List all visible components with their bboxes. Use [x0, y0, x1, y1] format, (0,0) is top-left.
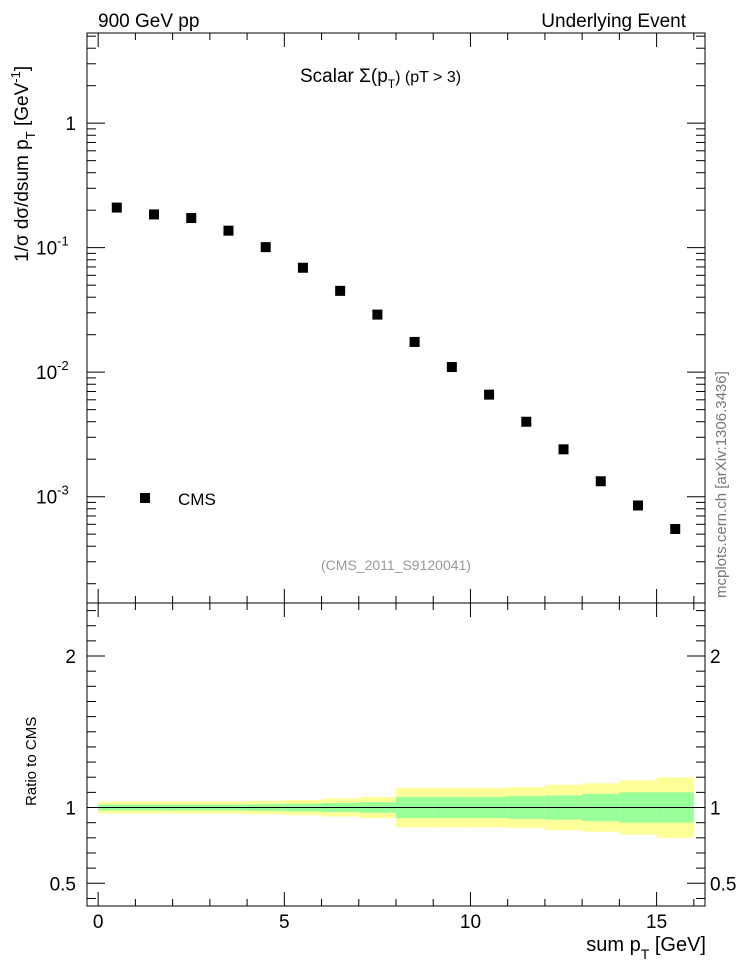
y-tick-label-base: 10	[36, 488, 57, 509]
x-axis-label-unit: [GeV]	[649, 934, 706, 956]
ratio-y-tick-labels-left: 0.5 1 2	[50, 647, 76, 895]
y-tick-label-exp: -1	[57, 234, 69, 249]
legend-label-cms: CMS	[178, 490, 216, 509]
y-axis-label-sub: T	[23, 131, 38, 139]
data-points	[111, 202, 681, 535]
upper-panel-frame	[86, 32, 706, 604]
data-point	[260, 242, 271, 253]
data-point	[632, 500, 643, 511]
data-point	[484, 389, 495, 400]
chart-title: Scalar Σ(pT) (pT > 3)	[300, 66, 461, 91]
x-tick-label: 15	[646, 912, 667, 933]
y-tick-label-base: 10	[36, 363, 57, 384]
ratio-y-tick-label: 0.5	[50, 874, 76, 895]
ratio-panel-frame	[86, 602, 706, 907]
chart-title-sub: T	[388, 77, 396, 91]
ratio-y-tick-label: 2	[65, 647, 76, 668]
y-tick-label-exp: -2	[57, 358, 69, 373]
ratio-y-tick-label-right: 2	[710, 647, 721, 668]
header-right-label: Underlying Event	[541, 11, 686, 32]
x-tick-labels: 0 5 10 15	[93, 912, 667, 933]
x-tick-label: 10	[460, 912, 481, 933]
data-point	[670, 524, 681, 535]
data-point	[595, 476, 606, 487]
data-point	[372, 309, 383, 320]
ratio-panel: 0.5 1 2 0.5 1 2 0 5 10 15 Ratio to CMS sum pT […	[23, 602, 736, 962]
data-point	[409, 336, 420, 347]
y-tick-label: 10-2	[36, 358, 69, 384]
ratio-y-tick-label: 1	[65, 799, 76, 820]
analysis-annotation: (CMS_2011_S9120041)	[321, 557, 471, 573]
upper-axis-ticks	[87, 33, 705, 603]
ratio-y-tick-labels-right: 0.5 1 2	[710, 647, 736, 895]
data-point	[446, 362, 457, 373]
chart-title-sigma: Σ(p	[359, 66, 388, 87]
data-point	[335, 285, 346, 296]
chart-title-pre: Scalar	[300, 66, 359, 87]
upper-y-tick-labels: 110-110-210-3	[36, 114, 76, 509]
data-point	[149, 209, 160, 220]
data-point	[521, 416, 532, 427]
legend-marker-cms	[140, 493, 150, 503]
y-axis-label-unit: [GeV	[12, 82, 33, 131]
ratio-y-axis-label: Ratio to CMS	[23, 717, 40, 806]
ratio-axis-ticks	[87, 603, 705, 906]
data-point	[297, 262, 308, 273]
legend: CMS	[140, 490, 216, 509]
y-axis-label-sup: -1	[8, 71, 23, 83]
source-side-note: mcplots.cern.ch [arXiv:1306.3436]	[713, 371, 730, 598]
data-point	[186, 213, 197, 224]
y-tick-label-exp: -3	[57, 483, 69, 498]
y-tick-label: 10-1	[36, 234, 69, 260]
x-tick-label: 5	[279, 912, 290, 933]
x-axis-label-sub: T	[641, 946, 650, 962]
chart-title-post: ) (pT > 3)	[395, 69, 461, 86]
y-tick-label: 10-3	[36, 483, 69, 509]
y-axis-label-close: ]	[12, 66, 33, 71]
y-axis-label-main: 1/σ dσ/dsum p	[12, 139, 33, 262]
data-point	[111, 202, 122, 213]
data-point	[223, 225, 234, 236]
upper-panel: 110-110-210-3 Scalar Σ(pT) (pT > 3) 1/σ …	[8, 32, 706, 604]
data-point	[558, 444, 569, 455]
ratio-y-tick-label-right: 1	[710, 799, 721, 820]
y-tick-label-base: 10	[36, 239, 57, 260]
y-axis-label: 1/σ dσ/dsum pT [GeV-1]	[8, 66, 38, 262]
ratio-y-tick-label-right: 0.5	[710, 874, 736, 895]
x-axis-label: sum pT [GeV]	[586, 934, 706, 962]
x-axis-label-main: sum p	[586, 934, 640, 956]
header-left-label: 900 GeV pp	[98, 11, 199, 32]
x-tick-label: 0	[93, 912, 104, 933]
y-tick-label: 1	[65, 114, 76, 135]
